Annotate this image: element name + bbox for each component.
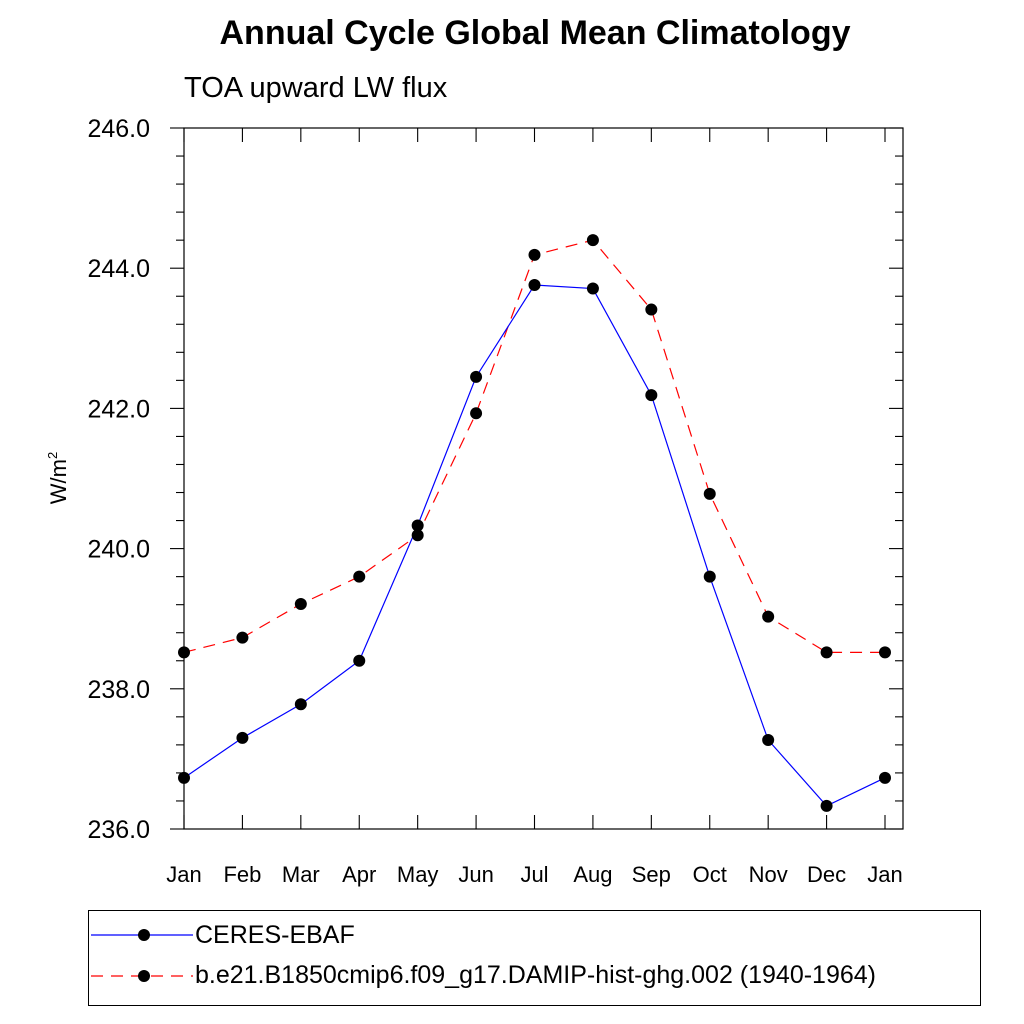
- y-tick-label: 236.0: [87, 816, 150, 844]
- y-tick-label: 242.0: [87, 395, 150, 423]
- legend-label-1: b.e21.B1850cmip6.f09_g17.DAMIP-hist-ghg.…: [195, 961, 876, 989]
- legend-swatch-1: [91, 970, 193, 982]
- x-tick-label: May: [397, 862, 439, 887]
- x-tick-label: Dec: [807, 862, 846, 887]
- series-1-point: [703, 487, 716, 500]
- plot-frame: [183, 127, 904, 830]
- y-tick-label: 240.0: [87, 536, 150, 564]
- series-0-point: [470, 370, 483, 383]
- x-tick-label: Nov: [749, 862, 788, 887]
- axis-labels: Jan Feb Mar Apr May Jun Jul Aug Sep Oct Nov Dec Jan 2…: [87, 115, 902, 887]
- series-line-0: [183, 284, 886, 807]
- series-0-point: [178, 771, 190, 784]
- x-tick-label: Jan: [867, 862, 902, 887]
- axis-ticks: [170, 127, 903, 830]
- x-tick-label: Feb: [223, 862, 261, 887]
- series-0-point: [879, 771, 891, 784]
- chart-legend: CERES-EBAF b.e21.B1850cmip6.f09_g17.DAMI…: [88, 910, 981, 1006]
- series-0-point: [703, 570, 716, 583]
- series-0-point: [762, 733, 775, 746]
- x-tick-label: Jun: [458, 862, 493, 887]
- x-tick-label: Sep: [632, 862, 671, 887]
- legend-label-0: CERES-EBAF: [195, 921, 355, 949]
- chart-subtitle: TOA upward LW flux: [184, 72, 448, 104]
- series-1-point: [178, 646, 190, 659]
- x-tick-label: Jan: [166, 862, 201, 887]
- series-0-point: [586, 282, 599, 295]
- series-1-point: [294, 597, 307, 610]
- series-1-point: [236, 631, 249, 644]
- chart-title: Annual Cycle Global Mean Climatology: [219, 14, 851, 52]
- series-1-point: [879, 646, 891, 659]
- y-tick-label: 246.0: [87, 115, 150, 143]
- series-1-point: [586, 234, 599, 247]
- legend-swatch-0: [91, 929, 193, 941]
- series-1-point: [762, 610, 775, 623]
- series-0-point: [294, 698, 307, 711]
- series-1-point: [820, 646, 833, 659]
- y-axis-label: W/m2: [45, 452, 71, 504]
- legend-item-0: CERES-EBAF: [89, 918, 980, 958]
- series-0-point: [820, 799, 833, 812]
- series-1-point: [411, 529, 424, 542]
- series-0-point: [353, 654, 366, 667]
- series-0-point: [645, 389, 658, 402]
- series-1-point: [470, 407, 483, 420]
- series-0-point: [411, 519, 424, 532]
- x-tick-label: Oct: [693, 862, 727, 887]
- y-tick-label: 238.0: [87, 676, 150, 704]
- x-tick-label: Jul: [520, 862, 548, 887]
- series-1-point: [528, 248, 541, 261]
- series-layer: [178, 234, 891, 812]
- series-1-point: [645, 303, 658, 316]
- series-line-1: [183, 239, 885, 653]
- series-0-point: [528, 279, 541, 292]
- series-0-point: [236, 731, 249, 744]
- x-tick-label: Mar: [282, 862, 320, 887]
- y-tick-label: 244.0: [87, 255, 150, 283]
- x-tick-label: Apr: [342, 862, 376, 887]
- series-1-point: [353, 570, 366, 583]
- x-tick-label: Aug: [573, 862, 612, 887]
- legend-item-1: b.e21.B1850cmip6.f09_g17.DAMIP-hist-ghg.…: [89, 958, 980, 998]
